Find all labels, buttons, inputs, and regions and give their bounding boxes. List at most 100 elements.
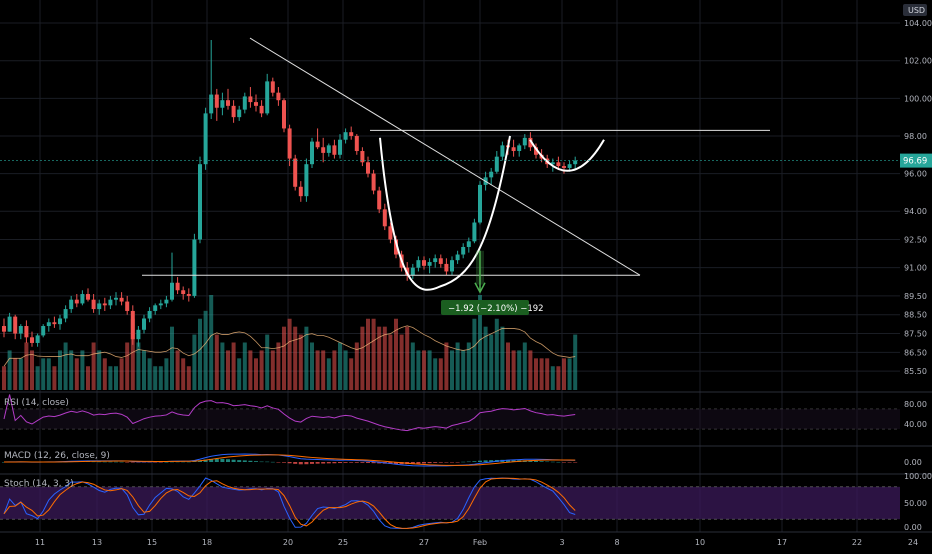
volume-bar-45: [254, 358, 258, 390]
price-tick-label-3: 98.00: [904, 132, 927, 141]
candle-body-94: [528, 137, 533, 148]
date-tick-label-7: Feb: [473, 538, 487, 547]
macd-hist-bar-34: [192, 461, 197, 462]
macd-hist-bar-82: [461, 461, 466, 463]
rsi-line: [3, 394, 576, 432]
candle-body-28: [158, 303, 163, 306]
macd-hist-bar-16: [91, 461, 96, 463]
macd-hist-bar-28: [158, 462, 163, 463]
macd-hist-bar-38: [214, 458, 219, 462]
price-tick-label-2: 100.00: [904, 94, 932, 103]
candle-body-0: [2, 326, 6, 332]
cup-curve: [379, 135, 511, 291]
date-tick-label-10: 10: [695, 538, 705, 547]
date-tick-label-13: 24: [908, 538, 918, 547]
candle-body-12: [69, 299, 74, 310]
volume-bar-20: [114, 366, 118, 390]
price-tick-label-6: 92.50: [904, 235, 927, 244]
volume-bar-77: [433, 358, 438, 390]
volume-bar-56: [315, 350, 320, 390]
date-tick-label-4: 20: [283, 538, 293, 547]
volume-bar-9: [52, 366, 57, 390]
date-tick-label-8: 3: [559, 538, 564, 547]
macd-label: MACD (12, 26, close, 9): [4, 451, 110, 461]
macd-hist-bar-0: [2, 462, 6, 463]
macd-hist-bar-19: [108, 461, 113, 463]
volume-bar-42: [237, 358, 242, 390]
macd-tick-label-0: 0.00: [904, 458, 922, 467]
candle-body-53: [298, 186, 303, 197]
candle-body-95: [534, 147, 538, 155]
macd-hist-bar-69: [388, 462, 393, 464]
volume-bar-24: [136, 342, 141, 390]
price-tick-label-5: 94.00: [904, 207, 927, 216]
price-tick-label-8: 89.50: [904, 292, 927, 301]
candle-body-100: [562, 166, 566, 168]
macd-hist-bar-49: [276, 462, 281, 463]
volume-bar-34: [192, 334, 197, 390]
candle-body-7: [41, 326, 46, 336]
volume-bar-58: [326, 358, 331, 390]
candle-body-21: [119, 297, 124, 302]
volume-bar-47: [265, 334, 270, 390]
volume-bar-70: [394, 318, 398, 390]
volume-bar-62: [349, 358, 354, 390]
volume-bar-84: [472, 318, 477, 390]
candle-body-37: [209, 94, 214, 114]
volume-bar-64: [360, 326, 365, 390]
volume-bar-80: [450, 350, 454, 390]
macd-hist-bar-32: [181, 461, 186, 463]
volume-bar-35: [198, 318, 202, 390]
macd-hist-bar-81: [455, 462, 460, 463]
volume-bar-52: [293, 326, 298, 390]
candle-body-63: [354, 135, 359, 152]
stoch-tick-label-2: 0.00: [904, 523, 922, 532]
volume-bar-72: [405, 326, 410, 390]
macd-hist-bar-43: [242, 460, 247, 462]
candle-body-54: [304, 164, 309, 197]
volume-bar-40: [226, 350, 230, 390]
candle-body-74: [416, 260, 421, 268]
candle-body-39: [220, 100, 225, 108]
candle-body-55: [310, 141, 314, 165]
candle-body-68: [382, 209, 387, 227]
rsi-label: RSI (14, close): [4, 398, 69, 408]
price-tick-label-0: 104.00: [904, 19, 932, 28]
macd-hist-bar-54: [304, 462, 309, 465]
volume-bar-59: [332, 350, 337, 390]
candle-body-65: [366, 162, 370, 174]
volume-bar-0: [2, 366, 6, 390]
macd-hist-bar-41: [231, 459, 236, 462]
macd-hist-bar-63: [354, 462, 359, 463]
candle-body-6: [35, 335, 40, 343]
candle-body-3: [18, 326, 23, 334]
volume-bar-89: [500, 326, 505, 390]
macd-hist-bar-62: [349, 462, 354, 463]
macd-hist-bar-40: [226, 459, 230, 462]
volume-bar-39: [220, 342, 225, 390]
date-tick-label-11: 17: [777, 538, 787, 547]
candle-body-89: [500, 145, 505, 157]
volume-bar-10: [58, 350, 62, 390]
volume-bar-46: [259, 350, 264, 390]
volume-bar-91: [511, 350, 516, 390]
macd-hist-bar-29: [164, 461, 169, 463]
candle-body-77: [433, 258, 438, 263]
date-tick-label-9: 8: [614, 538, 619, 547]
volume-bar-63: [354, 342, 359, 390]
volume-bar-17: [97, 350, 102, 390]
volume-bar-22: [125, 342, 130, 390]
candle-body-101: [567, 164, 572, 168]
stoch-label: Stoch (14, 3, 3): [4, 479, 74, 489]
volume-bar-99: [556, 366, 561, 390]
rsi-tick-label-1: 40.00: [904, 420, 927, 429]
macd-hist-bar-97: [545, 461, 550, 463]
candle-body-62: [349, 132, 354, 136]
volume-bar-25: [142, 350, 146, 390]
macd-hist-bar-42: [237, 460, 242, 462]
volume-bar-5: [30, 350, 34, 390]
candle-body-17: [97, 303, 102, 310]
volume-bar-78: [438, 358, 443, 390]
